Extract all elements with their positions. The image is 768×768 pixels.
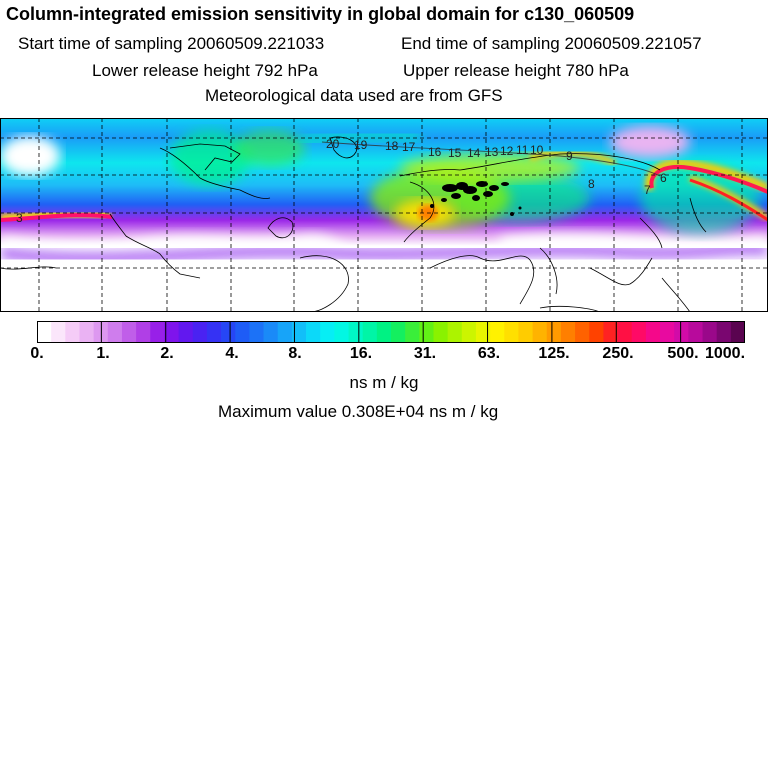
colorbar-cell (433, 321, 449, 343)
colorbar-cell (306, 321, 321, 343)
contour-label: 8 (588, 177, 595, 191)
colorbar-cell (546, 321, 562, 343)
colorbar-cell (660, 321, 675, 343)
contour-label: 17 (402, 140, 416, 154)
colorbar-cell (348, 321, 364, 343)
colorbar-cell (419, 321, 434, 343)
colorbar-cell (716, 321, 732, 343)
contour-label: 6 (660, 171, 667, 185)
contour-label: 18 (385, 139, 399, 153)
contour-label: 19 (354, 138, 368, 152)
colorbar-cell (688, 321, 703, 343)
colorbar-cell (518, 321, 533, 343)
colorbar-cell (320, 321, 335, 343)
contour-label: 15 (448, 146, 462, 160)
flight-track (321, 141, 661, 177)
colorbar-cell (291, 321, 307, 343)
colorbar-cell (504, 321, 519, 343)
colorbar-cell (334, 321, 349, 343)
colorbar-tick-label: 31. (413, 345, 437, 362)
colorbar-cell (490, 321, 505, 343)
map-title: Column-integrated emission sensitivity i… (6, 4, 635, 24)
colorbar-tick-label: 63. (477, 345, 501, 362)
colorbar-tick-label: 250. (602, 345, 634, 362)
contour-labels: 20 19 18 17 16 15 14 13 12 11 10 9 8 7 6… (16, 137, 667, 225)
colorbar-cell (674, 321, 689, 343)
upper-release-height-label: Upper release height 780 hPa (403, 61, 629, 80)
contour-label: 12 (500, 144, 514, 158)
contour-label: 11 (516, 143, 529, 157)
colorbar-cell (121, 321, 137, 343)
contour-label: 7 (644, 183, 651, 197)
colorbar-cell (79, 321, 95, 343)
colorbar-cell (589, 321, 604, 343)
colorbar-cell (150, 321, 165, 343)
sensitivity-map: 20 19 18 17 16 15 14 13 12 11 10 9 8 7 6… (0, 118, 768, 312)
colorbar-cell (461, 321, 477, 343)
colorbar-cell (603, 321, 618, 343)
colorbar-cell (206, 321, 222, 343)
colorbar-cell (631, 321, 647, 343)
coastlines (0, 136, 707, 312)
colorbar-cell (376, 321, 392, 343)
contour-label: 16 (428, 145, 442, 159)
contour-label: 9 (566, 149, 573, 163)
colorbar-tick-label: 4. (225, 345, 239, 362)
colorbar-cell (164, 321, 179, 343)
colorbar-cell (178, 321, 194, 343)
colorbar-tick-label: 8. (288, 345, 302, 362)
colorbar-cell (702, 321, 718, 343)
colorbar-cell (136, 321, 151, 343)
high-sensitivity-cluster (430, 181, 522, 216)
lower-release-height-label: Lower release height 792 hPa (92, 61, 318, 80)
colorbar-cells (37, 321, 745, 343)
colorbar-cell (730, 321, 745, 343)
colorbar-cell (107, 321, 123, 343)
sensitivity-field (0, 118, 768, 312)
contour-label: 10 (530, 143, 544, 157)
colorbar-dividers (100, 321, 682, 343)
colorbar (37, 321, 745, 343)
colorbar-cell (65, 321, 80, 343)
colorbar-cell (235, 321, 250, 343)
colorbar-cell (645, 321, 661, 343)
colorbar-tick-label: 125. (538, 345, 570, 362)
meteorological-data-label: Meteorological data used are from GFS (205, 86, 503, 105)
colorbar-tick-label: 1. (96, 345, 110, 362)
colorbar-cell (51, 321, 66, 343)
start-time-label: Start time of sampling 20060509.221033 (18, 34, 325, 53)
colorbar-tick-label: 500. (667, 345, 699, 362)
colorbar-units: ns m / kg (349, 373, 419, 392)
colorbar-tick-label: 0. (30, 345, 44, 362)
colorbar-cell (575, 321, 590, 343)
colorbar-cell (277, 321, 293, 343)
colorbar-cell (37, 321, 52, 343)
colorbar-cell (475, 321, 491, 343)
contour-label: 13 (485, 145, 499, 159)
colorbar-cell (192, 321, 208, 343)
colorbar-tick-label: 16. (349, 345, 373, 362)
colorbar-cell (405, 321, 420, 343)
colorbar-cell (391, 321, 406, 343)
colorbar-cell (560, 321, 576, 343)
colorbar-cell (362, 321, 378, 343)
colorbar-cell (249, 321, 264, 343)
colorbar-tick-label: 1000. (704, 345, 746, 362)
colorbar-cell (263, 321, 279, 343)
contour-label: 14 (467, 146, 481, 160)
colorbar-tick-label: 2. (160, 345, 174, 362)
colorbar-cell (532, 321, 548, 343)
contour-label: 3 (16, 211, 23, 225)
colorbar-cell (221, 321, 236, 343)
colorbar-cell (447, 321, 463, 343)
map-gridlines (0, 118, 768, 312)
maximum-value-label: Maximum value 0.308E+04 ns m / kg (218, 402, 499, 421)
end-time-label: End time of sampling 20060509.221057 (401, 34, 702, 53)
colorbar-cell (617, 321, 633, 343)
contour-label: 20 (326, 137, 340, 151)
